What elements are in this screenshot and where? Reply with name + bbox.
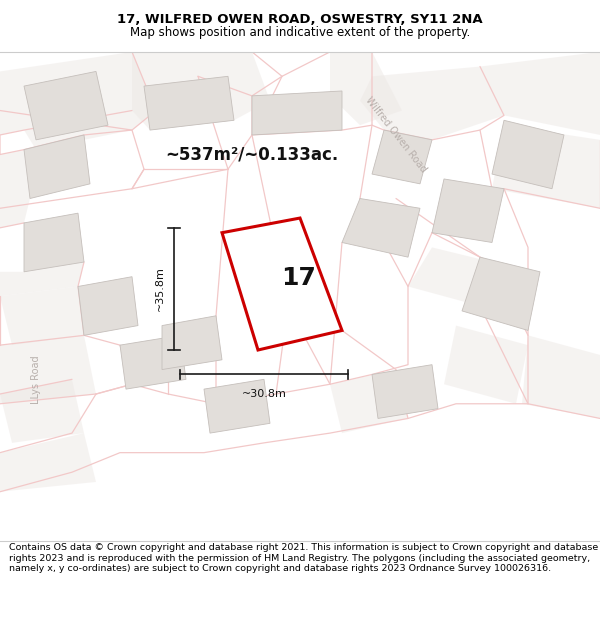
Polygon shape [24,135,90,199]
Text: 17, WILFRED OWEN ROAD, OSWESTRY, SY11 2NA: 17, WILFRED OWEN ROAD, OSWESTRY, SY11 2N… [117,13,483,26]
Polygon shape [252,91,342,135]
Polygon shape [24,71,108,140]
Polygon shape [0,262,84,296]
Text: Map shows position and indicative extent of the property.: Map shows position and indicative extent… [130,26,470,39]
Polygon shape [0,149,30,228]
Polygon shape [0,52,156,149]
Polygon shape [222,218,342,350]
Polygon shape [360,66,504,140]
Text: ~537m²/~0.133ac.: ~537m²/~0.133ac. [166,146,338,164]
Polygon shape [372,130,432,184]
Polygon shape [372,364,438,419]
Polygon shape [330,369,408,433]
Polygon shape [0,379,84,443]
Polygon shape [330,52,402,125]
Text: ~30.8m: ~30.8m [242,389,286,399]
Polygon shape [144,76,234,130]
Polygon shape [0,433,96,492]
Text: Wilfred Owen Road: Wilfred Owen Road [364,96,428,174]
Polygon shape [240,257,318,306]
Polygon shape [492,120,564,189]
Polygon shape [78,277,138,336]
Polygon shape [432,179,504,242]
Polygon shape [444,326,528,404]
Polygon shape [162,316,222,369]
Polygon shape [342,199,420,257]
Polygon shape [492,125,600,208]
Text: Contains OS data © Crown copyright and database right 2021. This information is : Contains OS data © Crown copyright and d… [9,543,598,573]
Polygon shape [408,248,492,306]
Text: 17: 17 [281,266,316,290]
Polygon shape [132,52,270,130]
Polygon shape [204,379,270,433]
Polygon shape [522,336,600,419]
Polygon shape [462,257,540,331]
Polygon shape [120,336,186,389]
Polygon shape [24,213,84,272]
Text: ~35.8m: ~35.8m [155,266,165,311]
Polygon shape [0,286,84,345]
Polygon shape [0,336,96,404]
Text: LLys Road: LLys Road [31,355,41,404]
Polygon shape [480,52,600,135]
